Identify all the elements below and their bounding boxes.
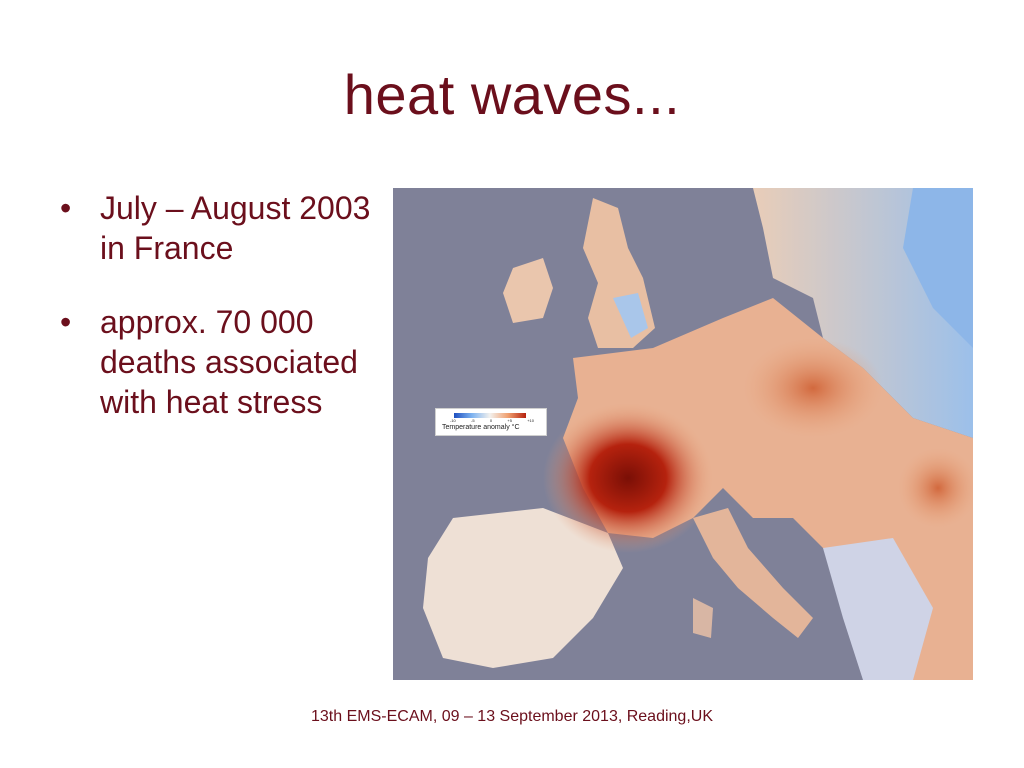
temperature-anomaly-map: -10 -5 0 +5 +10 Temperature anomaly °C	[393, 188, 973, 680]
map-legend: -10 -5 0 +5 +10 Temperature anomaly °C	[435, 408, 547, 436]
britain-cool-patch	[613, 293, 648, 338]
ireland-land	[503, 258, 553, 323]
bullet-text: July – August 2003 in France	[100, 190, 371, 266]
iberia-land	[423, 508, 623, 668]
legend-tick: -5	[471, 418, 475, 423]
europe-map-image	[393, 188, 973, 680]
balkans-land	[823, 538, 933, 680]
bullet-item: • approx. 70 000 deaths associated with …	[60, 302, 380, 422]
legend-ticks: -10 -5 0 +5 +10	[450, 418, 534, 423]
legend-tick: +10	[527, 418, 534, 423]
bullet-item: • July – August 2003 in France	[60, 188, 380, 268]
legend-tick: +5	[507, 418, 512, 423]
legend-tick: 0	[489, 418, 493, 423]
bullet-list: • July – August 2003 in France • approx.…	[60, 188, 380, 456]
bullet-marker: •	[60, 190, 72, 226]
bullet-text: approx. 70 000 deaths associated with he…	[100, 304, 358, 420]
central-europe-warm-patch	[743, 338, 883, 438]
legend-caption: Temperature anomaly °C	[442, 424, 520, 431]
italy-land	[693, 508, 813, 638]
france-heat-hotspot	[543, 403, 713, 553]
baltic-cool-land	[903, 188, 973, 348]
legend-color-bar	[454, 413, 526, 418]
east-warm-patch	[898, 448, 973, 528]
bullet-marker: •	[60, 304, 72, 340]
sardinia-land	[693, 598, 713, 638]
legend-tick: -10	[450, 418, 456, 423]
slide-footer: 13th EMS-ECAM, 09 – 13 September 2013, R…	[311, 708, 713, 725]
slide-title: heat waves...	[343, 63, 681, 126]
